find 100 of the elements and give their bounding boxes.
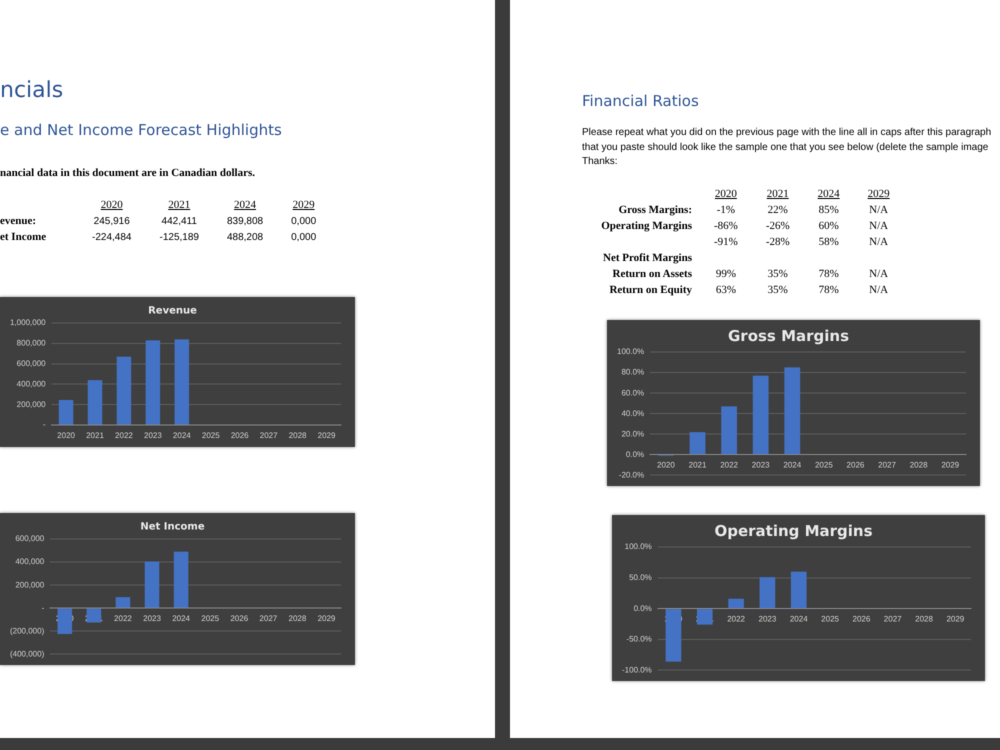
bar (116, 597, 130, 608)
bar (721, 406, 737, 454)
y-tick-label: -20.0% (618, 470, 644, 480)
x-tick-label: 2025 (201, 614, 220, 624)
text: 839,808 (226, 216, 264, 226)
y-tick-label: -50.0% (626, 634, 652, 644)
x-tick-label: 2026 (852, 614, 871, 624)
y-tick-label: 60.0% (621, 388, 644, 398)
x-tick-label: 2029 (318, 614, 336, 624)
y-tick-label: (400,000) (10, 649, 45, 658)
bar (144, 561, 160, 608)
text: -91% (714, 236, 738, 248)
text: Please repeat what you did on the previous page with the line all in caps after this paragraph (582, 126, 992, 140)
text: 442,411 (162, 216, 197, 226)
text: 245,916 (94, 216, 130, 226)
text: N/A (869, 220, 888, 232)
x-tick-label: 2027 (260, 431, 278, 440)
y-tick-label: 0.0% (634, 604, 652, 613)
y-tick-label: -100.0% (622, 665, 652, 674)
bar (784, 367, 800, 454)
text: 35% (768, 268, 788, 280)
text: N/A (869, 268, 888, 280)
y-tick-label: (200,000) (10, 626, 45, 636)
x-tick-label: 2029 (318, 431, 336, 440)
x-tick-label: 2023 (143, 614, 162, 624)
category-label: Net Profit Margins (603, 252, 692, 264)
y-tick-label: 100.0% (624, 542, 652, 552)
text: 488,208 (226, 232, 264, 242)
x-tick-label: 2021 (86, 431, 104, 440)
chart-title: Net Income (140, 522, 205, 533)
text: 22% (768, 204, 788, 216)
x-tick-label: 2023 (752, 460, 770, 470)
x-tick-label: 2022 (114, 614, 132, 624)
category-label: Gross Margins: (618, 204, 692, 216)
x-tick-label: 2028 (915, 614, 934, 624)
x-tick-label: 2023 (758, 614, 777, 624)
x-tick-label: 2024 (172, 431, 192, 440)
bar (696, 609, 713, 625)
category-label: 2024 (816, 186, 841, 202)
y-tick-label: 80.0% (621, 368, 644, 377)
x-tick-label: 2023 (144, 431, 162, 440)
bar (146, 340, 160, 424)
text: -26% (766, 220, 790, 232)
y-tick-label: 800,000 (16, 338, 46, 348)
text: N/A (869, 204, 888, 216)
text: 78% (818, 284, 839, 296)
bar (116, 356, 132, 424)
x-tick-label: 2020 (657, 460, 676, 470)
text: 85% (818, 204, 839, 216)
category-label: 2029 (292, 198, 316, 213)
bar (58, 400, 74, 424)
x-tick-label: 2028 (910, 460, 928, 470)
text: 99% (716, 268, 736, 280)
bar (174, 552, 188, 608)
bar (728, 598, 744, 608)
x-tick-label: 2027 (259, 614, 278, 624)
category-label: Return on Equity (609, 284, 692, 296)
text: 60% (818, 220, 839, 232)
text: 58% (818, 236, 839, 248)
category-label: 2021 (766, 186, 790, 202)
bar (690, 432, 706, 454)
x-tick-label: 2029 (941, 460, 960, 470)
bar (86, 608, 102, 623)
y-tick-label: 200,000 (16, 400, 46, 409)
bar (58, 608, 72, 634)
chart-title: Gross Margins (728, 326, 850, 345)
x-tick-label: 2028 (288, 614, 307, 624)
y-tick-label: 600,000 (15, 534, 45, 544)
category-label: 2020 (714, 186, 738, 202)
x-tick-label: 2020 (57, 431, 76, 440)
y-tick-label: 0.0% (626, 450, 644, 459)
text: -28% (766, 236, 790, 248)
x-tick-label: 2024 (172, 614, 191, 624)
x-tick-label: 2021 (688, 460, 707, 470)
x-tick-label: 2027 (884, 614, 902, 624)
text: nancial data in this document are in Canadian dollars. (0, 167, 256, 179)
x-tick-label: 2026 (846, 460, 865, 470)
y-tick-label: 1,000,000 (10, 318, 46, 328)
y-tick-label: 200,000 (15, 580, 45, 590)
text: 63% (716, 284, 736, 296)
category-label: Return on Assets (612, 268, 692, 280)
category-label: 2029 (866, 186, 891, 202)
x-tick-label: 2025 (821, 614, 840, 624)
text: 78% (818, 268, 839, 280)
x-tick-label: 2026 (230, 614, 249, 624)
y-tick-label: - (42, 603, 45, 612)
category-label: Operating Margins (601, 220, 692, 232)
y-tick-label: 50.0% (629, 573, 652, 582)
y-tick-label: 400,000 (15, 557, 45, 566)
x-tick-label: 2025 (814, 460, 834, 470)
category-label: 2024 (233, 198, 258, 213)
bar (666, 609, 682, 662)
x-tick-label: 2026 (230, 431, 250, 440)
chart-title: Operating Margins (714, 522, 873, 540)
text: N/A (869, 284, 888, 296)
bar (174, 339, 190, 424)
text: -86% (714, 220, 738, 232)
x-tick-label: 2022 (115, 431, 134, 440)
text: 0,000 (291, 216, 316, 226)
bar (790, 572, 807, 608)
